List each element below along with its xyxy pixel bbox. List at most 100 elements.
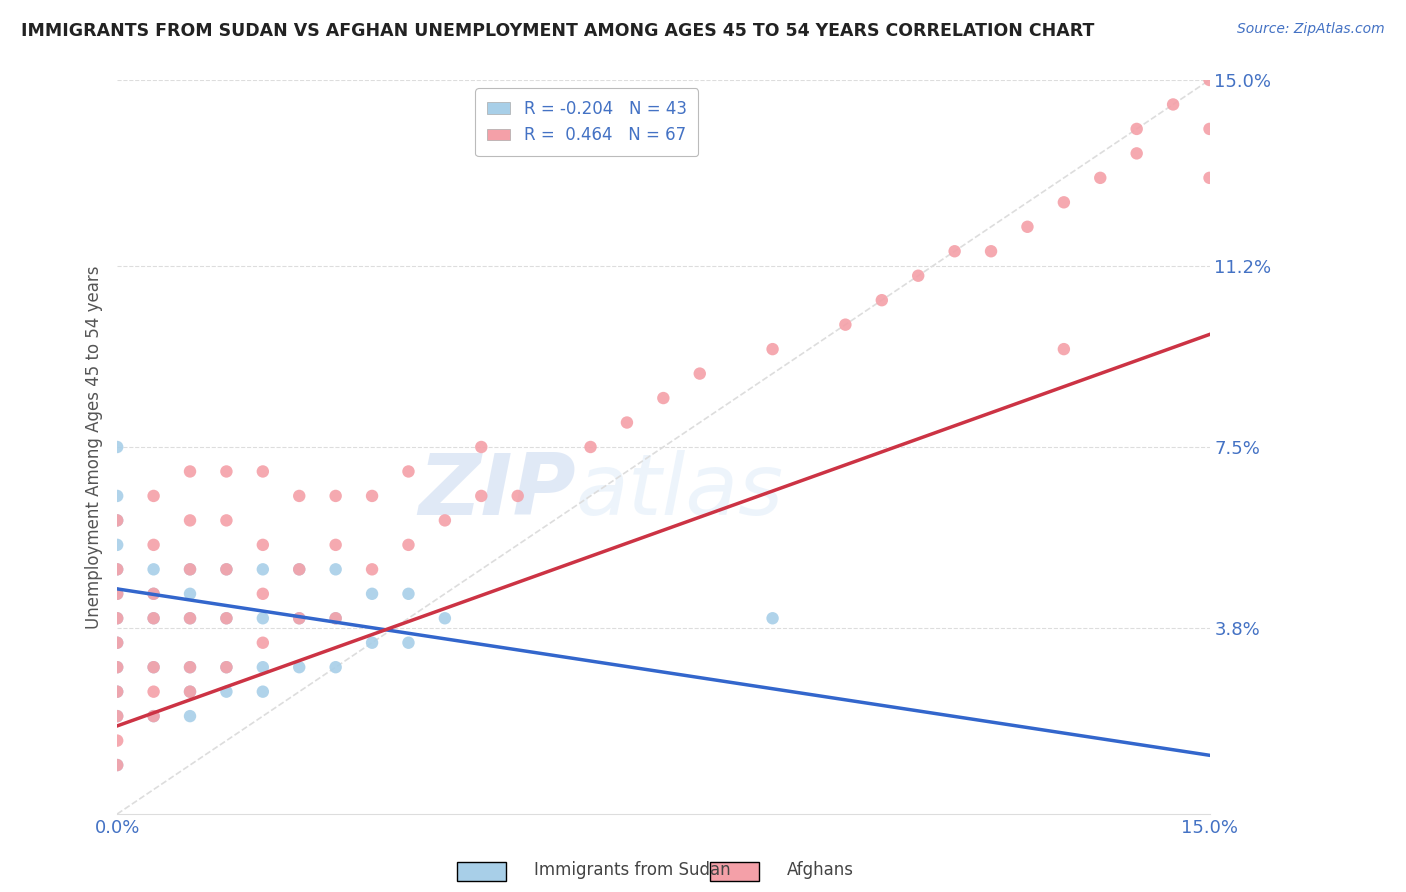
Point (398, 465, 420, 479)
Point (179, 684, 201, 698)
Point (105, 733, 128, 747)
Text: IMMIGRANTS FROM SUDAN VS AFGHAN UNEMPLOYMENT AMONG AGES 45 TO 54 YEARS CORRELATI: IMMIGRANTS FROM SUDAN VS AFGHAN UNEMPLOY… (21, 22, 1094, 40)
Point (325, 660, 347, 674)
Point (215, 513, 238, 527)
Point (288, 611, 311, 625)
Point (1125, 146, 1147, 161)
Point (252, 465, 274, 479)
Point (105, 660, 128, 674)
Point (142, 611, 165, 625)
Text: ZIP: ZIP (419, 450, 576, 533)
Text: Afghans: Afghans (787, 861, 855, 879)
Point (1161, 97, 1184, 112)
Point (288, 489, 311, 503)
Point (142, 562, 165, 576)
Point (325, 611, 347, 625)
Point (179, 562, 201, 576)
Point (907, 268, 929, 283)
Point (252, 562, 274, 576)
Point (142, 587, 165, 601)
Point (105, 709, 128, 723)
Point (361, 562, 384, 576)
Point (1090, 170, 1112, 185)
Point (105, 758, 128, 772)
Point (179, 587, 201, 601)
Point (616, 416, 638, 430)
Point (1198, 122, 1220, 136)
Point (142, 660, 165, 674)
Point (761, 611, 783, 625)
Point (142, 709, 165, 723)
Point (215, 562, 238, 576)
Point (105, 709, 128, 723)
Point (105, 562, 128, 576)
Point (105, 611, 128, 625)
Point (1125, 122, 1147, 136)
Point (179, 684, 201, 698)
Point (252, 636, 274, 650)
Point (1198, 170, 1220, 185)
Point (1198, 73, 1220, 87)
Point (105, 611, 128, 625)
Point (288, 611, 311, 625)
Point (142, 611, 165, 625)
Point (105, 636, 128, 650)
Point (1053, 195, 1076, 210)
Point (105, 684, 128, 698)
Point (252, 660, 274, 674)
Text: atlas: atlas (576, 450, 785, 533)
Point (105, 587, 128, 601)
Point (252, 611, 274, 625)
Legend: R = -0.204   N = 43, R =  0.464   N = 67: R = -0.204 N = 43, R = 0.464 N = 67 (475, 88, 699, 156)
Point (943, 244, 966, 259)
Point (215, 660, 238, 674)
Point (252, 587, 274, 601)
Point (105, 562, 128, 576)
Point (325, 489, 347, 503)
Point (1017, 219, 1039, 234)
Point (252, 684, 274, 698)
Point (361, 587, 384, 601)
Point (105, 513, 128, 527)
Point (325, 538, 347, 552)
Point (215, 611, 238, 625)
Point (398, 636, 420, 650)
Point (142, 709, 165, 723)
Point (179, 611, 201, 625)
Point (105, 489, 128, 503)
Point (105, 758, 128, 772)
Point (398, 538, 420, 552)
Point (470, 440, 492, 454)
Point (105, 636, 128, 650)
Point (215, 684, 238, 698)
Point (1053, 342, 1076, 356)
Point (215, 611, 238, 625)
Point (980, 244, 1002, 259)
Point (652, 391, 675, 405)
Point (142, 538, 165, 552)
Point (433, 513, 456, 527)
Point (179, 562, 201, 576)
Point (398, 587, 420, 601)
Point (470, 489, 492, 503)
Point (105, 684, 128, 698)
Y-axis label: Unemployment Among Ages 45 to 54 years: Unemployment Among Ages 45 to 54 years (86, 265, 103, 629)
Point (215, 465, 238, 479)
Point (179, 660, 201, 674)
Point (761, 342, 783, 356)
Text: Source: ZipAtlas.com: Source: ZipAtlas.com (1237, 22, 1385, 37)
Point (288, 660, 311, 674)
Point (142, 489, 165, 503)
Point (834, 318, 856, 332)
Point (325, 611, 347, 625)
Text: Immigrants from Sudan: Immigrants from Sudan (534, 861, 731, 879)
Point (325, 562, 347, 576)
Point (288, 562, 311, 576)
Point (361, 636, 384, 650)
Point (689, 367, 711, 381)
Point (179, 660, 201, 674)
Point (179, 465, 201, 479)
Point (433, 611, 456, 625)
Point (179, 513, 201, 527)
Point (215, 660, 238, 674)
